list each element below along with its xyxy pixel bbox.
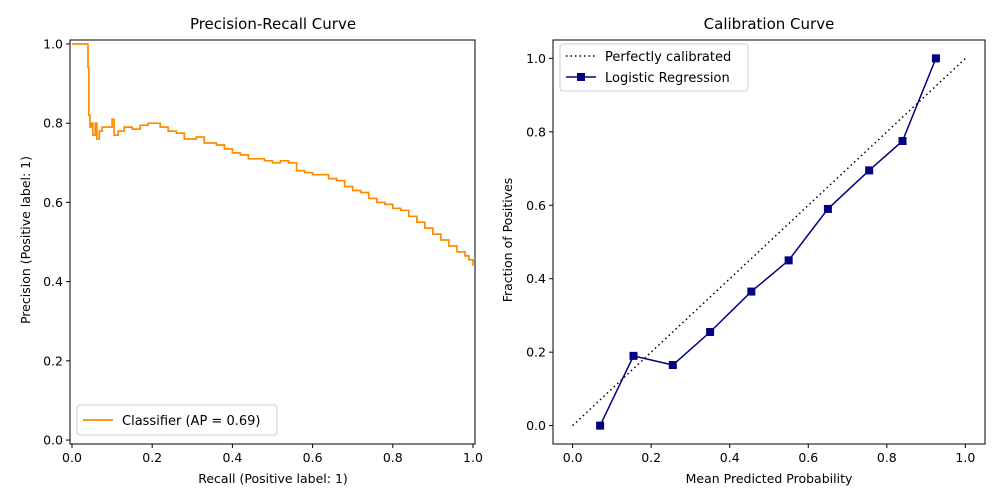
pr-x-tick-label: 0.0 <box>62 450 82 465</box>
cal-x-tick-label: 0.4 <box>720 450 740 465</box>
pr-x-tick-label: 0.8 <box>383 450 403 465</box>
cal-y-tick-label: 0.4 <box>526 271 546 286</box>
cal-y-axis-label: Fraction of Positives <box>500 178 515 303</box>
cal-data-point <box>784 256 793 265</box>
cal-legend-box <box>559 43 749 92</box>
cal-y-tick-label: 0.0 <box>526 418 546 433</box>
cal-axes-frame <box>552 39 986 445</box>
cal-x-tick-label: 1.0 <box>955 450 975 465</box>
cal-data-point <box>898 137 907 145</box>
cal-x-tick-label: 0.6 <box>798 450 818 465</box>
pr-y-tick-label: 0.2 <box>43 353 63 368</box>
cal-x-axis-label: Mean Predicted Probability <box>686 471 853 486</box>
calibration-panel: Calibration Curve Mean Predicted Probabi… <box>500 15 986 486</box>
pr-ticks: 0.0 0.2 0.4 0.6 0.8 1.0 0.0 0.2 0.4 0.6 0.8 1.0 <box>43 36 483 465</box>
pr-y-tick-label: 0.4 <box>43 274 63 289</box>
pr-y-tick-label: 0.8 <box>43 116 63 131</box>
pr-x-tick-label: 1.0 <box>463 450 483 465</box>
cal-series-line-0 <box>572 57 966 427</box>
cal-data-point <box>865 166 874 175</box>
cal-y-tick-label: 1.0 <box>526 51 546 66</box>
precision-recall-panel: Precision-Recall Curve Recall (Positive … <box>18 15 483 486</box>
pr-x-axis-label: Recall (Positive label: 1) <box>198 471 348 486</box>
cal-data-point <box>706 327 715 336</box>
cal-ticks: 0.0 0.2 0.4 0.6 0.8 1.0 0.0 0.2 0.4 0.6 0.8 1.0 <box>526 51 975 465</box>
cal-data-point <box>823 204 832 213</box>
pr-x-tick-label: 0.4 <box>222 450 242 465</box>
cal-legend-label-logistic: Logistic Regression <box>605 71 730 86</box>
cal-data-point <box>596 421 605 430</box>
pr-x-tick-label: 0.6 <box>303 450 323 465</box>
pr-series-line-0 <box>72 43 474 266</box>
cal-legend-label-perfect: Perfectly calibrated <box>605 50 731 65</box>
cal-series-line-1 <box>599 58 937 426</box>
cal-data-point <box>747 287 756 296</box>
cal-y-tick-label: 0.2 <box>526 345 546 360</box>
pr-y-axis-label: Precision (Positive label: 1) <box>18 156 33 324</box>
pr-y-tick-label: 0.6 <box>43 195 63 210</box>
cal-x-tick-label: 0.2 <box>641 450 661 465</box>
cal-title: Calibration Curve <box>704 15 835 33</box>
pr-y-tick-label: 0.0 <box>43 433 63 448</box>
cal-x-tick-label: 0.8 <box>877 450 897 465</box>
pr-x-tick-label: 0.2 <box>142 450 162 465</box>
pr-legend-box <box>76 404 278 436</box>
cal-legend: Perfectly calibrated Logistic Regression <box>559 43 749 92</box>
pr-legend-label-classifier: Classifier (AP = 0.69) <box>122 414 260 429</box>
cal-x-tick-label: 0.0 <box>563 450 583 465</box>
cal-legend-marker-logistic <box>577 73 585 81</box>
pr-legend: Classifier (AP = 0.69) <box>76 404 278 436</box>
pr-y-tick-label: 1.0 <box>43 36 63 51</box>
cal-y-tick-label: 0.6 <box>526 198 546 213</box>
cal-data-point <box>668 361 677 370</box>
pr-axes-frame <box>69 39 476 445</box>
cal-data-point <box>931 54 940 63</box>
cal-data-point <box>629 351 638 360</box>
pr-plot-area <box>72 43 474 266</box>
pr-title: Precision-Recall Curve <box>190 15 356 33</box>
cal-plot-area <box>572 54 966 430</box>
cal-y-tick-label: 0.8 <box>526 124 546 139</box>
